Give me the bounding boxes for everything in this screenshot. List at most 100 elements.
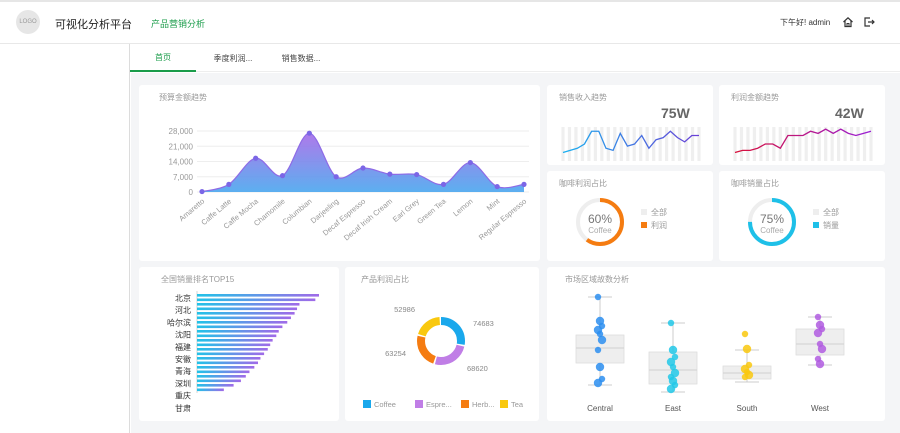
top15-bar-2 bbox=[197, 303, 300, 306]
box-point bbox=[666, 384, 676, 394]
user-greeting[interactable]: 下午好! admin bbox=[780, 18, 831, 27]
top15-label: 重庆 bbox=[175, 391, 191, 401]
donut-value-label: 74683 bbox=[473, 319, 494, 328]
coffee-sales-legend-value: 销量 bbox=[823, 220, 839, 230]
sales-trend-value: 75W bbox=[661, 105, 690, 121]
top15-bar-8 bbox=[197, 330, 279, 333]
budget-y-tick: 28,000 bbox=[169, 127, 194, 136]
budget-title: 预算金额趋势 bbox=[159, 93, 207, 102]
coffee-sales-legend-all: 全部 bbox=[823, 207, 839, 217]
budget-card: 预算金额趋势 28,000 21,000 14,000 7,000 0 Amaretto C… bbox=[139, 85, 540, 261]
top15-bar-14 bbox=[197, 357, 261, 360]
top15-bar-20 bbox=[197, 384, 234, 387]
profit-trend-card: 利润金额趋势 42W bbox=[719, 85, 885, 165]
product-profit-title: 产品利润占比 bbox=[361, 275, 409, 284]
spark-bg-bar bbox=[574, 127, 578, 161]
spark-bg-bar bbox=[619, 127, 623, 161]
top15-bar-21 bbox=[197, 388, 224, 392]
app-title: 可视化分析平台 bbox=[55, 19, 132, 31]
coffee-profit-legend-swatch bbox=[641, 222, 647, 228]
spark-bg-bar bbox=[697, 127, 701, 161]
profit-trend-sparkline[interactable] bbox=[719, 85, 885, 165]
top15-bar-19 bbox=[197, 379, 241, 383]
top15-bar-15 bbox=[197, 361, 258, 365]
budget-x-tick: Decaf Irish Cream bbox=[342, 197, 394, 243]
coffee-sales-arc bbox=[748, 198, 796, 246]
product-profit-donut[interactable]: 74683 68620 63254 52986 Coffee Espre... Herb..… bbox=[345, 267, 539, 421]
coffee-profit-card: 咖啡利润占比 60% Coffee 全部 利润 bbox=[547, 171, 713, 261]
donut-legend-swatch bbox=[415, 400, 423, 408]
box-point bbox=[669, 363, 677, 371]
box-point bbox=[597, 335, 607, 345]
market-box-plot[interactable]: Central East South West bbox=[547, 267, 885, 421]
home-icon[interactable] bbox=[842, 16, 854, 28]
top15-label: 甘肃 bbox=[175, 403, 191, 413]
box-point bbox=[595, 362, 605, 372]
top15-bar-1 bbox=[197, 298, 316, 302]
donut-legend-swatch bbox=[500, 400, 508, 408]
budget-point-3 bbox=[279, 173, 286, 179]
donut-slice-1 bbox=[417, 317, 465, 365]
top15-card: 全国销量排名TOP15 北京 河北 哈尔滨 沈阳 福建 安徽 青海 深圳 重庆 甘肃 bbox=[139, 267, 339, 421]
coffee-profit-arc bbox=[576, 198, 624, 246]
budget-point-8 bbox=[414, 171, 420, 178]
spark-bg-bar bbox=[587, 127, 591, 161]
logout-icon[interactable] bbox=[863, 16, 875, 28]
box-point bbox=[594, 293, 602, 301]
budget-x-tick: Columbian bbox=[280, 197, 313, 227]
box-point bbox=[596, 330, 604, 338]
app-subtitle[interactable]: 产品营销分析 bbox=[151, 19, 206, 29]
budget-point-12 bbox=[521, 181, 527, 187]
spark-bg-bar bbox=[639, 127, 643, 161]
box-point bbox=[741, 373, 749, 381]
coffee-profit-legend-all: 全部 bbox=[651, 207, 667, 217]
spark-bg-bar bbox=[613, 127, 617, 161]
profit-trend-title: 利润金额趋势 bbox=[731, 93, 779, 102]
budget-point-4 bbox=[306, 130, 312, 136]
budget-point-11 bbox=[494, 183, 500, 190]
top15-label: 深圳 bbox=[175, 378, 191, 388]
sales-trend-sparkline[interactable] bbox=[547, 85, 713, 165]
top15-bar-3 bbox=[197, 307, 298, 311]
donut-legend-label: Tea bbox=[511, 400, 524, 409]
top15-bar-13 bbox=[197, 352, 265, 356]
coffee-profit-legend-value: 利润 bbox=[651, 220, 667, 230]
top15-label: 河北 bbox=[175, 305, 191, 315]
sales-trend-card: 销售收入趋势 75W bbox=[547, 85, 713, 165]
coffee-sales-label: Coffee bbox=[760, 226, 784, 235]
spark-bg-bar bbox=[843, 127, 847, 161]
top15-label: 哈尔滨 bbox=[167, 317, 191, 327]
spark-bg-bar bbox=[869, 127, 873, 161]
tab-home[interactable]: 首页 bbox=[130, 44, 196, 72]
top15-label: 福建 bbox=[175, 342, 191, 352]
box-point bbox=[813, 328, 823, 338]
donut-value-label: 63254 bbox=[385, 349, 406, 358]
budget-point-6 bbox=[360, 165, 366, 171]
budget-point-7 bbox=[387, 171, 393, 177]
logo[interactable]: LOGO bbox=[16, 10, 40, 34]
top15-bar-6 bbox=[197, 321, 288, 324]
budget-point-1 bbox=[226, 181, 232, 187]
budget-point-10 bbox=[467, 159, 473, 166]
top15-label: 青海 bbox=[175, 366, 191, 376]
coffee-sales-percent: 75% bbox=[760, 212, 784, 226]
donut-slice-0 bbox=[417, 317, 465, 365]
budget-y-tick: 21,000 bbox=[169, 142, 194, 151]
tab-sales-data[interactable]: 销售数据... bbox=[281, 53, 321, 63]
donut-value-label: 68620 bbox=[467, 364, 488, 373]
donut-value-label: 52986 bbox=[394, 305, 415, 314]
top15-bar-17 bbox=[197, 370, 250, 374]
spark-bg-bar bbox=[684, 127, 688, 161]
top15-bar-16 bbox=[197, 366, 255, 369]
box-x-label: South bbox=[737, 404, 758, 413]
spark-bg-bar bbox=[733, 127, 737, 161]
spark-bg-bar bbox=[837, 127, 841, 161]
sales-trend-title: 销售收入趋势 bbox=[559, 93, 607, 102]
box-point bbox=[594, 346, 602, 354]
coffee-profit-percent: 60% bbox=[588, 212, 612, 226]
tab-quarter-profit[interactable]: 季度利润... bbox=[213, 53, 253, 63]
